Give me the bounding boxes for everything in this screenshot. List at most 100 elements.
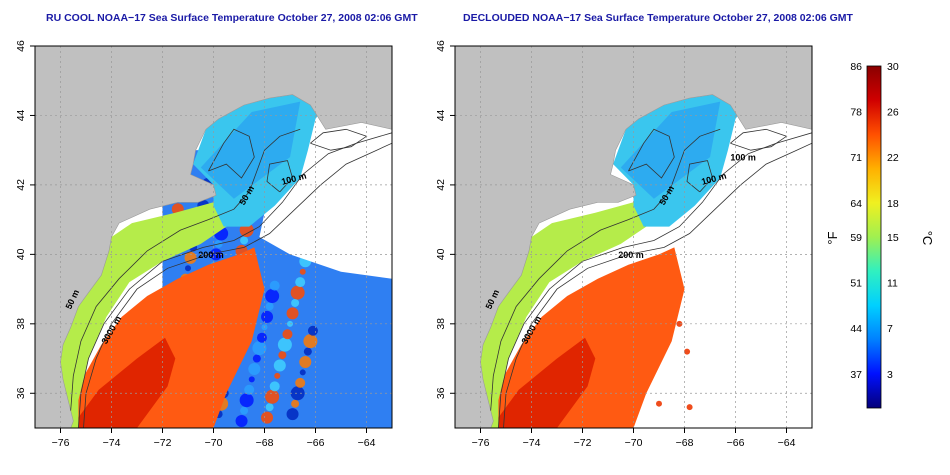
panel-1-title: RU COOL NOAA−17 Sea Surface Temperature …	[46, 12, 418, 24]
y-tick-label: 36	[15, 387, 27, 399]
y-tick-label: 40	[15, 248, 27, 260]
fahrenheit-tick-label: 64	[850, 198, 862, 210]
sst-noise-pixel	[290, 285, 305, 300]
celsius-axis-label: °C	[920, 231, 935, 246]
cool-coastal-water	[200, 101, 301, 199]
fahrenheit-axis-label: °F	[825, 231, 840, 244]
fahrenheit-tick-label: 86	[850, 61, 862, 73]
sst-noise-pixel	[273, 359, 286, 372]
colorbar-gradient	[866, 65, 882, 409]
x-tick-label: −68	[676, 437, 694, 449]
x-tick-label: −66	[307, 437, 325, 449]
sst-noise-pixel	[299, 369, 306, 376]
sst-noise-pixel	[265, 389, 280, 404]
bathymetry-contour	[83, 142, 392, 428]
fahrenheit-tick-label: 44	[850, 323, 862, 335]
y-tick-label: 44	[15, 109, 27, 121]
sst-noise-pixel	[277, 337, 292, 352]
x-tick-label: −64	[778, 437, 796, 449]
y-tick-label: 38	[435, 318, 447, 330]
celsius-tick-label: 26	[887, 107, 899, 119]
y-tick-label: 38	[15, 318, 27, 330]
sst-noise-pixel	[291, 298, 300, 307]
sst-noise-pixel	[244, 384, 255, 395]
shelf-water	[60, 202, 227, 428]
fahrenheit-tick-label: 37	[850, 369, 862, 381]
sst-noise-pixel	[265, 403, 274, 412]
sst-noise-pixel	[274, 372, 281, 379]
y-tick-label: 42	[15, 179, 27, 191]
sst-noise-pixel	[256, 332, 267, 343]
y-tick-label: 46	[435, 40, 447, 52]
sst-noise-pixel	[282, 329, 293, 340]
bathymetry-contour	[686, 160, 713, 193]
sst-noise-pixel	[295, 377, 306, 388]
celsius-tick-label: 22	[887, 152, 899, 164]
celsius-tick-label: 18	[887, 198, 899, 210]
sst-noise-pixel	[295, 277, 306, 288]
sst-noise-pixel	[303, 347, 312, 356]
y-tick-label: 46	[15, 40, 27, 52]
shelf-water	[480, 202, 647, 428]
fahrenheit-tick-label: 51	[850, 278, 862, 290]
bathymetry-contour	[503, 142, 812, 428]
declouded-warm-patch	[686, 404, 693, 411]
sst-noise-pixel	[235, 415, 248, 428]
sst-noise-pixel	[303, 334, 318, 349]
sst-noise-pixel	[240, 406, 249, 415]
masked-cloud-area	[259, 46, 392, 279]
fahrenheit-tick-label: 78	[850, 107, 862, 119]
gulf-stream-core	[70, 337, 176, 428]
sst-noise-pixel	[248, 362, 261, 375]
sst-noise-pixel	[265, 289, 280, 304]
sst-noise-pixel	[252, 354, 261, 363]
bathymetry-contour	[78, 132, 392, 428]
sst-noise-pixel	[269, 381, 280, 392]
y-tick-label: 36	[435, 387, 447, 399]
bathymetry-contour	[208, 128, 255, 179]
sst-noise-pixel	[240, 236, 249, 245]
x-tick-label: −68	[256, 437, 274, 449]
x-tick-label: −64	[358, 437, 376, 449]
gulf-stream-core	[490, 337, 596, 428]
contour-label: 200 m	[198, 250, 224, 260]
x-tick-label: −66	[727, 437, 745, 449]
declouded-warm-patch	[656, 400, 662, 407]
celsius-tick-label: 11	[887, 278, 898, 290]
fahrenheit-tick-label: 59	[850, 232, 862, 244]
cool-coastal-water	[620, 101, 721, 199]
sst-noise-pixel	[269, 280, 280, 291]
sst-noise-pixel	[307, 325, 318, 336]
fahrenheit-tick-label: 71	[850, 152, 862, 164]
sst-noise-pixel	[278, 351, 287, 360]
bathymetry-contour	[266, 160, 293, 193]
x-tick-label: −76	[52, 437, 70, 449]
panel-2-title: DECLOUDED NOAA−17 Sea Surface Temperatur…	[463, 12, 853, 24]
y-tick-label: 42	[435, 179, 447, 191]
bathymetry-contour	[490, 128, 721, 411]
x-tick-label: −70	[205, 437, 223, 449]
sst-noise-pixel	[248, 376, 255, 383]
sst-noise-pixel	[252, 341, 267, 356]
celsius-tick-label: 30	[887, 61, 899, 73]
x-tick-label: −72	[154, 437, 172, 449]
sst-noise-pixel	[184, 251, 197, 264]
contour-label: 100 m	[730, 153, 756, 163]
land-mask	[455, 46, 812, 428]
declouded-warm-patch	[676, 320, 683, 327]
x-tick-label: −70	[625, 437, 643, 449]
sst-noise-pixel	[239, 393, 254, 408]
land-mask	[35, 46, 392, 428]
sst-noise-pixel	[261, 310, 274, 323]
declouded-warm-patch	[684, 348, 691, 355]
x-tick-label: −72	[574, 437, 592, 449]
celsius-tick-label: 15	[887, 232, 899, 244]
x-tick-label: −74	[103, 437, 121, 449]
celsius-tick-label: 3	[887, 369, 893, 381]
sst-noise-pixel	[291, 399, 300, 408]
sst-noise-pixel	[286, 408, 299, 421]
